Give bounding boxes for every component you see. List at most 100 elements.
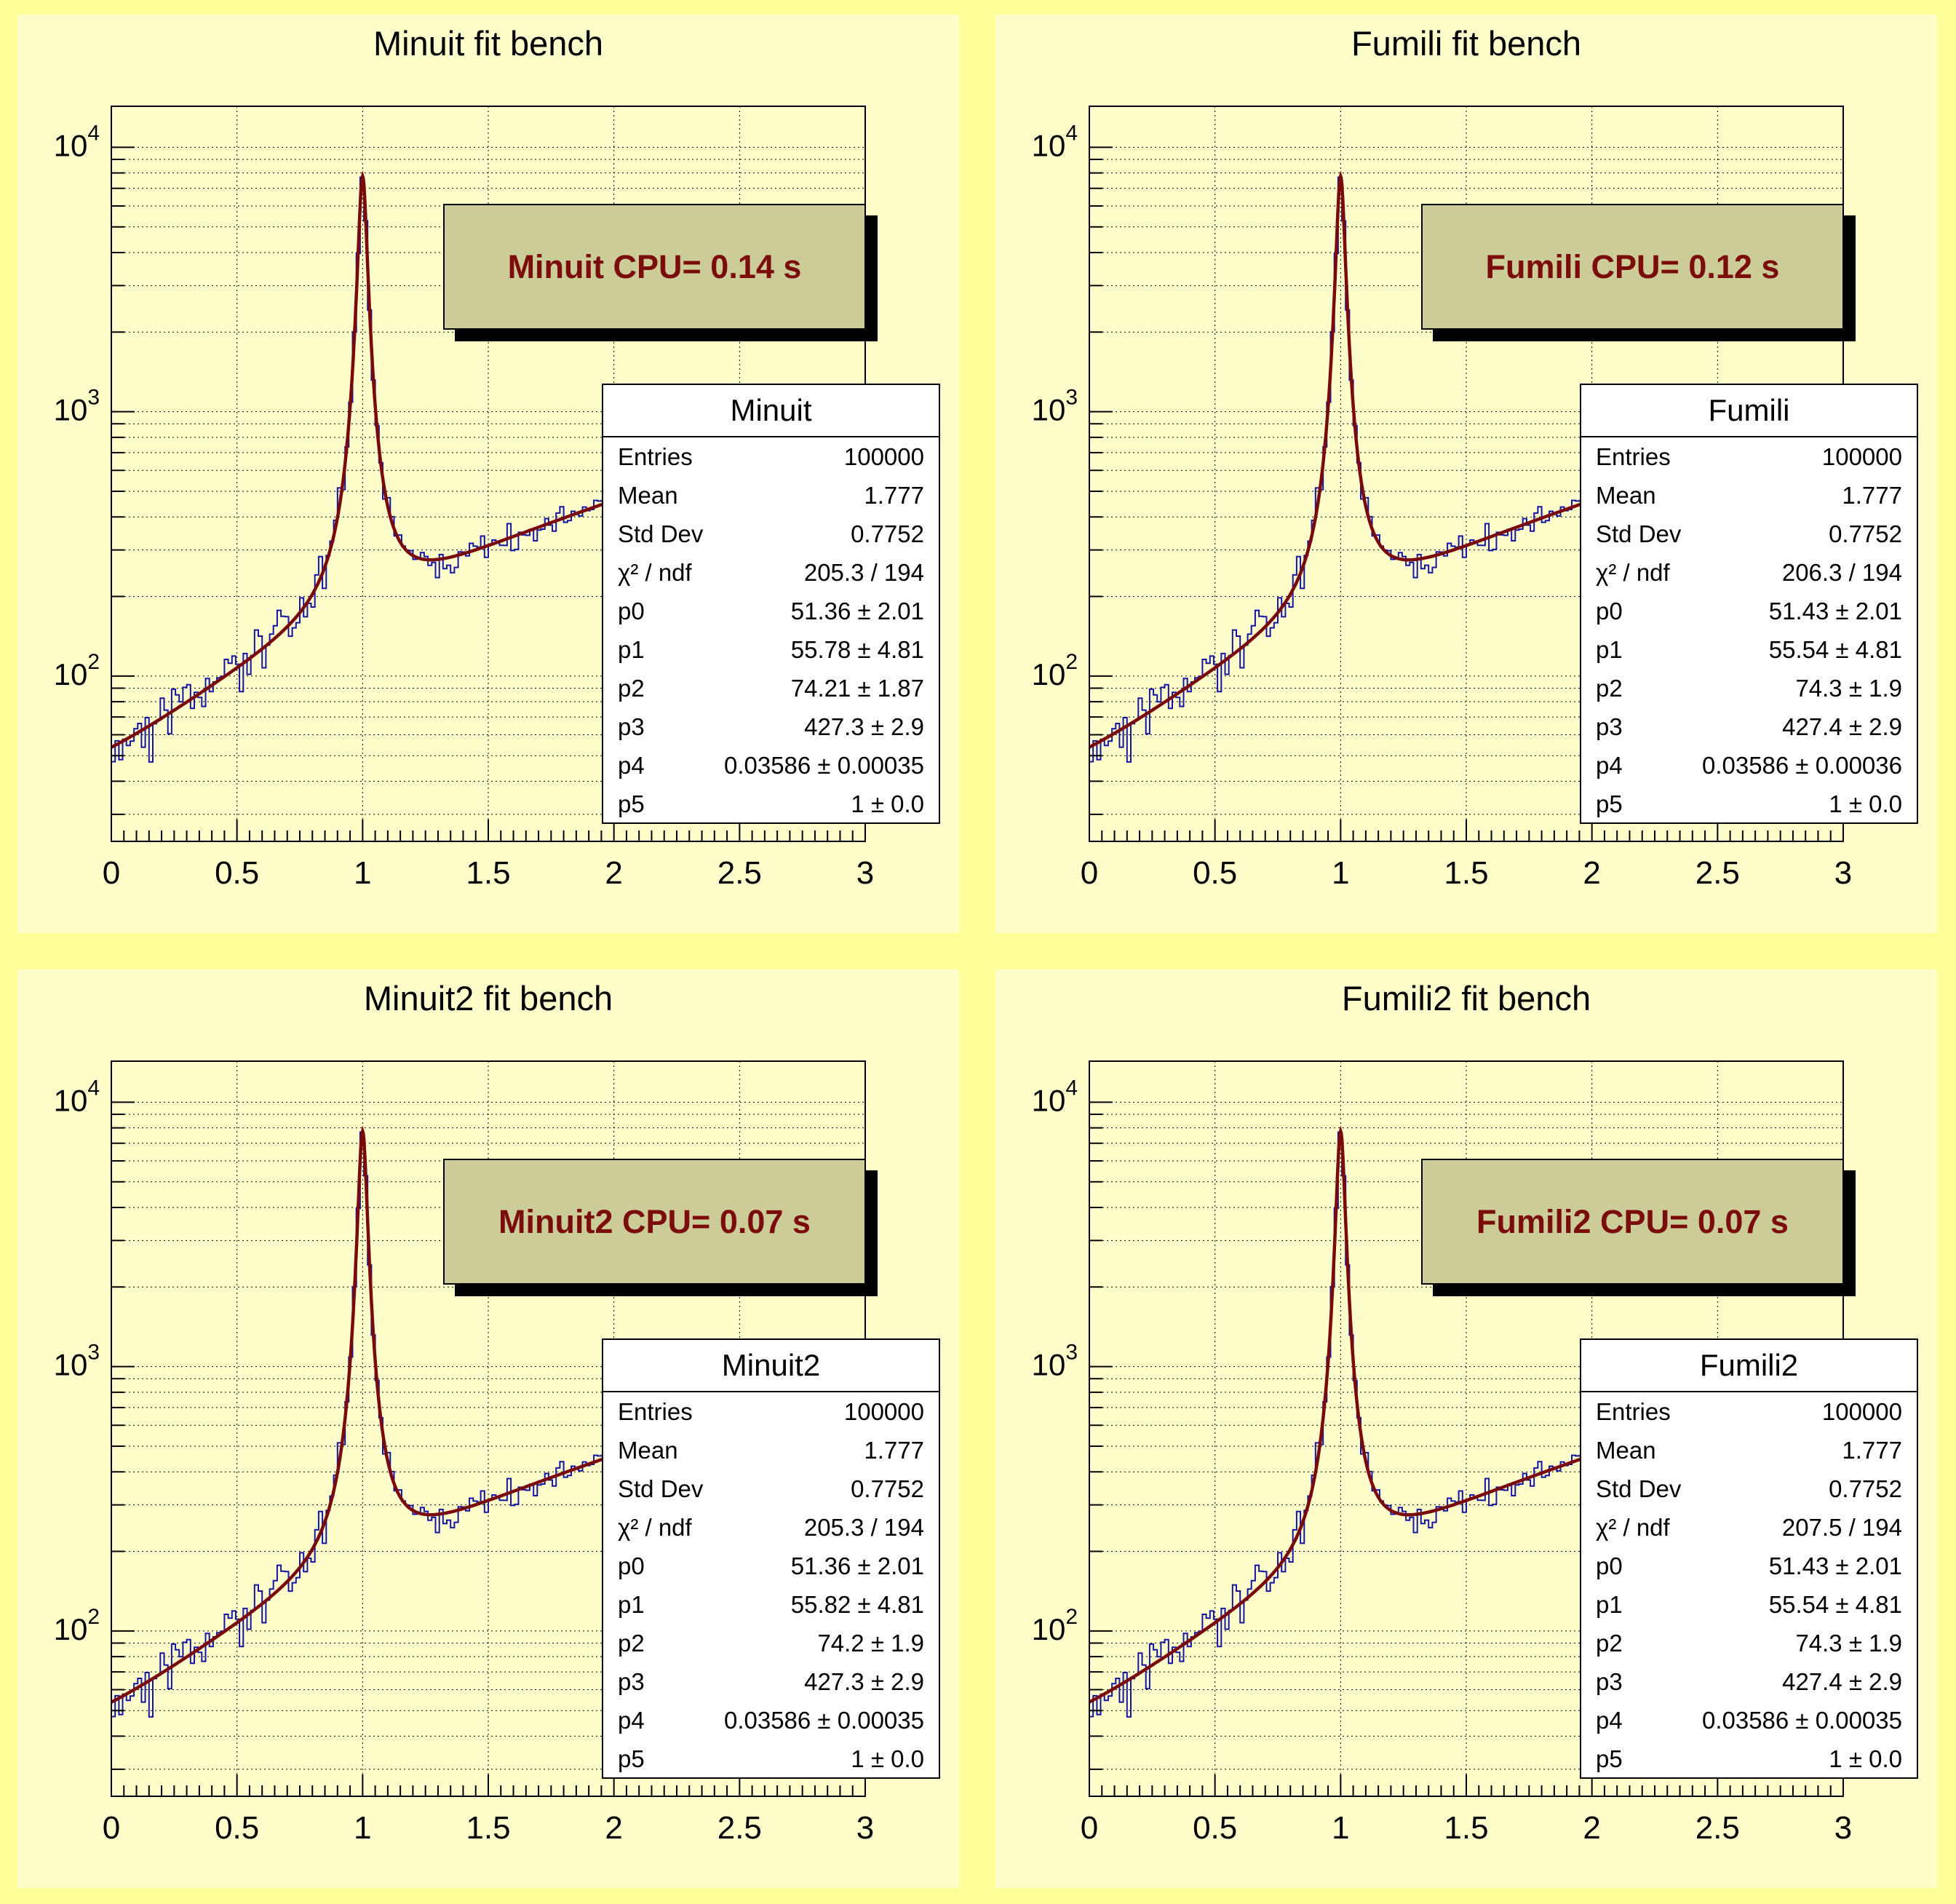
y-tick-label: 104 <box>54 121 100 162</box>
stats-box-rows: Entries 100000 Mean 1.777 Std Dev 0.7752 χ² / … <box>603 437 939 822</box>
cpu-time-box: Minuit CPU= 0.14 s <box>443 204 866 330</box>
panel-title: Minuit2 fit bench <box>363 979 613 1018</box>
x-tick-label: 2 <box>1583 855 1600 891</box>
stats-row: Std Dev 0.7752 <box>603 1469 939 1508</box>
stats-row: p1 55.54 ± 4.81 <box>1581 630 1917 669</box>
stat-value: 1 ± 0.0 <box>851 1745 924 1772</box>
stats-row: p0 51.43 ± 2.01 <box>1581 592 1917 630</box>
stat-label: p5 <box>1596 790 1623 817</box>
cpu-time-box: Fumili CPU= 0.12 s <box>1421 204 1844 330</box>
stat-value: 205.3 / 194 <box>803 1513 924 1541</box>
y-axis-labels: 102 103 104 <box>54 121 100 691</box>
stat-value: 0.7752 <box>1829 1475 1902 1502</box>
stat-value: 0.03586 ± 0.00035 <box>723 751 924 779</box>
stat-value: 74.3 ± 1.9 <box>1795 674 1902 702</box>
stat-value: 1.777 <box>864 1436 924 1464</box>
x-axis-labels: 0 0.5 1 1.5 2 2.5 3 <box>1081 855 1852 891</box>
y-tick-label: 104 <box>1032 1076 1078 1117</box>
stat-value: 51.36 ± 2.01 <box>790 597 924 624</box>
stats-row: p3 427.3 ± 2.9 <box>603 707 939 746</box>
x-tick-label: 0 <box>103 1810 120 1846</box>
stat-value: 427.4 ± 2.9 <box>1782 1667 1902 1695</box>
panel-minuit: 0 0.5 1 1.5 2 2.5 3 102 103 104 Minuit fit bench … <box>17 15 959 933</box>
stats-row: p1 55.82 ± 4.81 <box>603 1585 939 1624</box>
stats-row: p5 1 ± 0.0 <box>603 1740 939 1778</box>
stat-label: Mean <box>1596 481 1656 509</box>
stats-row: p2 74.21 ± 1.87 <box>603 669 939 707</box>
stat-label: p5 <box>618 1745 645 1772</box>
stat-label: p0 <box>1596 597 1623 624</box>
stat-value: 100000 <box>1821 443 1902 470</box>
stats-row: p4 0.03586 ± 0.00035 <box>603 746 939 785</box>
stat-label: Std Dev <box>618 520 704 547</box>
stat-label: p4 <box>618 751 645 779</box>
x-tick-label: 1 <box>354 1810 371 1846</box>
stat-value: 1 ± 0.0 <box>1829 790 1902 817</box>
stats-row: Mean 1.777 <box>1581 476 1917 515</box>
stat-value: 206.3 / 194 <box>1781 558 1902 586</box>
stat-label: p2 <box>1596 674 1623 702</box>
stat-value: 51.43 ± 2.01 <box>1768 597 1902 624</box>
stats-row: p0 51.36 ± 2.01 <box>603 1547 939 1585</box>
x-tick-label: 2.5 <box>717 1810 762 1846</box>
stats-row: Mean 1.777 <box>1581 1431 1917 1469</box>
x-tick-label: 2 <box>605 855 622 891</box>
stat-label: p5 <box>1596 1745 1623 1772</box>
stat-value: 427.3 ± 2.9 <box>804 713 924 740</box>
x-tick-label: 3 <box>1834 1810 1852 1846</box>
stats-row: p5 1 ± 0.0 <box>1581 785 1917 823</box>
stats-row: p2 74.3 ± 1.9 <box>1581 669 1917 707</box>
x-tick-label: 2.5 <box>1695 855 1740 891</box>
stats-row: Mean 1.777 <box>603 476 939 515</box>
x-tick-label: 3 <box>1834 855 1852 891</box>
stats-box-rows: Entries 100000 Mean 1.777 Std Dev 0.7752 χ² / … <box>1581 437 1917 822</box>
x-tick-label: 0.5 <box>1193 1810 1237 1846</box>
stat-value: 427.4 ± 2.9 <box>1782 713 1902 740</box>
stat-value: 74.2 ± 1.9 <box>817 1629 924 1657</box>
x-tick-label: 0 <box>1081 855 1098 891</box>
stat-label: χ² / ndf <box>618 1513 692 1541</box>
stat-label: p4 <box>1596 1706 1623 1734</box>
stats-row: p3 427.4 ± 2.9 <box>1581 707 1917 746</box>
stat-value: 51.36 ± 2.01 <box>790 1552 924 1579</box>
stat-value: 1.777 <box>1842 1436 1902 1464</box>
minuit2-plot-area: 0 0.5 1 1.5 2 2.5 3 102 103 104 <box>54 1060 874 1846</box>
stats-row: p3 427.3 ± 2.9 <box>603 1662 939 1701</box>
x-axis-labels: 0 0.5 1 1.5 2 2.5 3 <box>103 1810 874 1846</box>
stats-row: Std Dev 0.7752 <box>1581 1469 1917 1508</box>
x-tick-label: 0.5 <box>215 1810 259 1846</box>
x-tick-label: 3 <box>856 1810 874 1846</box>
panel-fumili: 0 0.5 1 1.5 2 2.5 3 102 103 104 Fumili fit bench … <box>995 15 1937 933</box>
stat-label: p1 <box>618 635 645 663</box>
stats-row: p3 427.4 ± 2.9 <box>1581 1662 1917 1701</box>
y-axis-labels: 102 103 104 <box>54 1076 100 1646</box>
stats-box-title: Fumili <box>1581 385 1917 437</box>
stat-label: Entries <box>1596 1397 1671 1425</box>
stat-value: 100000 <box>843 1397 924 1425</box>
stats-row: Entries 100000 <box>603 1392 939 1431</box>
stats-box-title: Fumili2 <box>1581 1340 1917 1392</box>
stats-row: p2 74.3 ± 1.9 <box>1581 1624 1917 1662</box>
stat-label: p4 <box>1596 751 1623 779</box>
stats-row: p4 0.03586 ± 0.00035 <box>1581 1701 1917 1740</box>
stat-value: 74.21 ± 1.87 <box>790 674 924 702</box>
stat-value: 0.03586 ± 0.00036 <box>1701 751 1902 779</box>
stats-row: p0 51.43 ± 2.01 <box>1581 1547 1917 1585</box>
stats-box-title: Minuit2 <box>603 1340 939 1392</box>
stat-label: p3 <box>618 1667 645 1695</box>
stat-value: 0.7752 <box>851 520 924 547</box>
stat-value: 207.5 / 194 <box>1781 1513 1902 1541</box>
panel-minuit2: 0 0.5 1 1.5 2 2.5 3 102 103 104 Minuit2 fit bench… <box>17 969 959 1888</box>
stat-label: p3 <box>618 713 645 740</box>
stats-row: p5 1 ± 0.0 <box>603 785 939 823</box>
cpu-time-label: Fumili CPU= 0.12 s <box>1485 247 1780 285</box>
stats-row: p1 55.78 ± 4.81 <box>603 630 939 669</box>
y-tick-label: 102 <box>1032 650 1078 691</box>
stat-value: 55.54 ± 4.81 <box>1768 1590 1902 1618</box>
cpu-time-label: Minuit2 CPU= 0.07 s <box>498 1202 811 1240</box>
x-tick-label: 1.5 <box>466 855 510 891</box>
stat-value: 1 ± 0.0 <box>1829 1745 1902 1772</box>
stat-value: 55.54 ± 4.81 <box>1768 635 1902 663</box>
stat-label: Mean <box>618 1436 678 1464</box>
stats-row: Std Dev 0.7752 <box>603 515 939 553</box>
